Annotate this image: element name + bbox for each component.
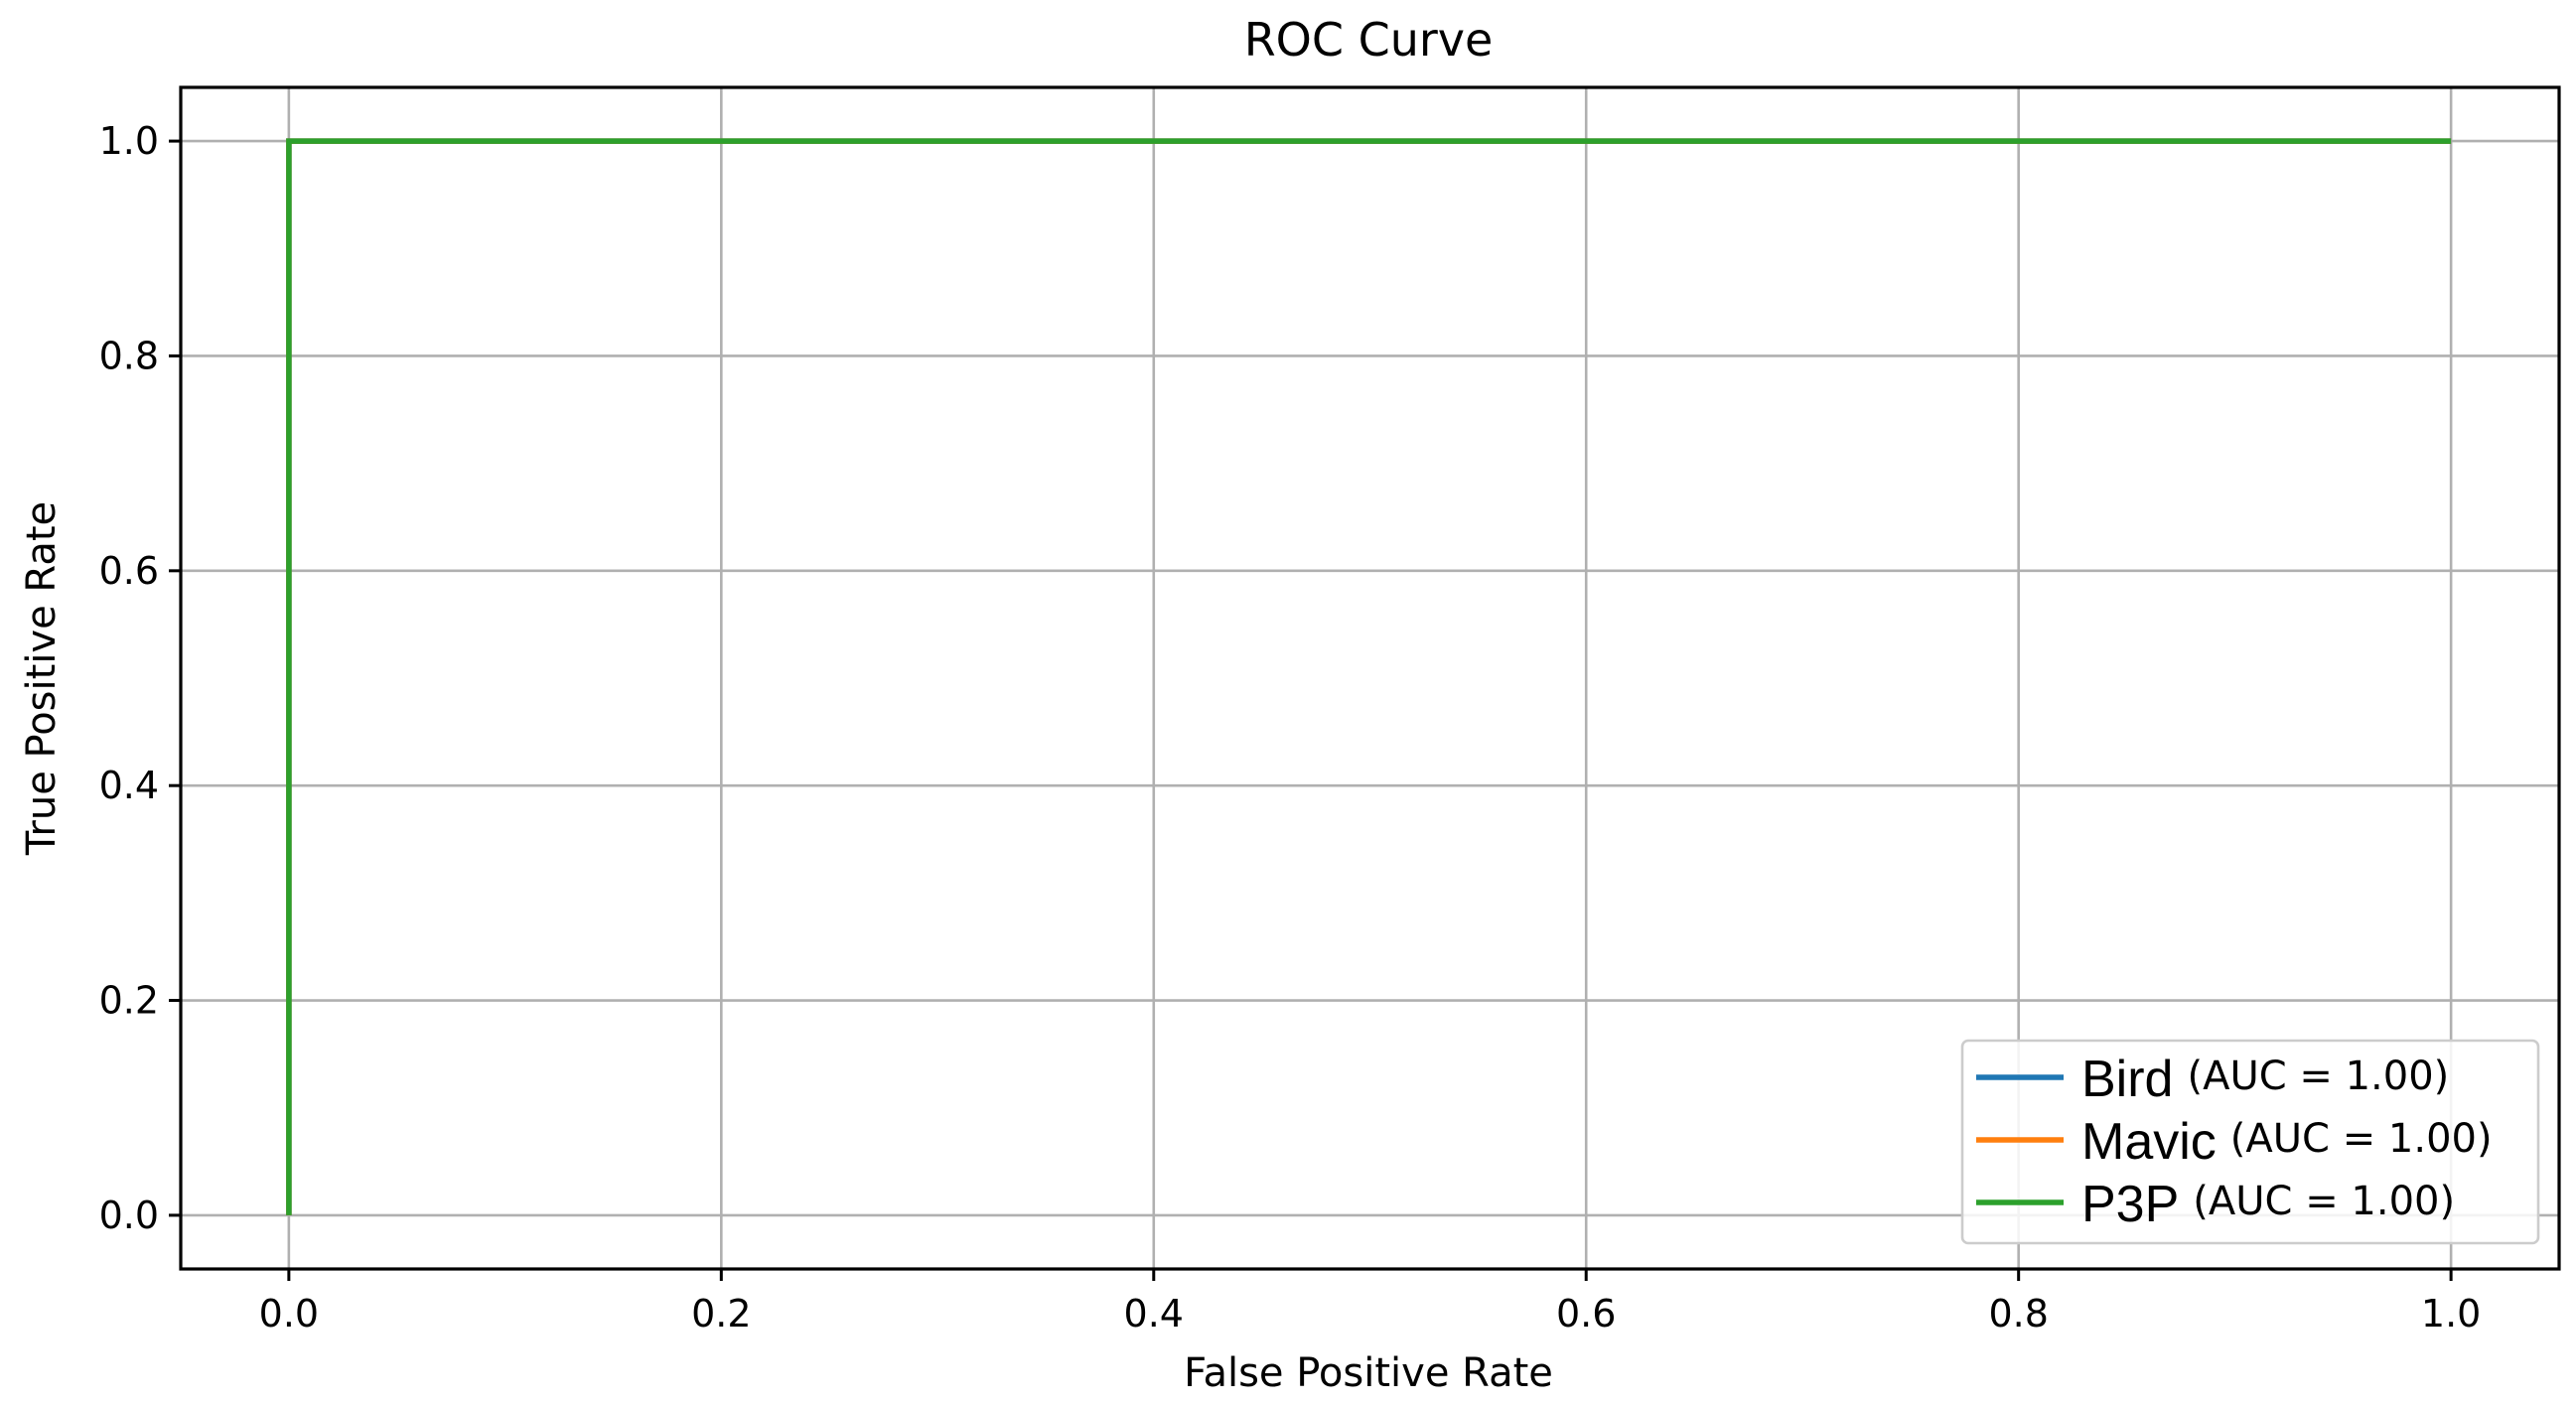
y-tick-label: 0.8 [99, 334, 159, 377]
axis-ticks: 0.0 0.2 0.4 0.6 0.8 1.0 0.0 0.2 0.4 0.6 0.8 1.0 [99, 119, 2482, 1336]
y-tick-label: 0.4 [99, 764, 159, 807]
y-axis-label: True Positive Rate [19, 501, 65, 856]
chart-title: ROC Curve [1244, 13, 1494, 67]
legend-label-bird: Bird [2081, 1051, 2173, 1108]
legend: Bird (AUC = 1.00) Mavic (AUC = 1.00) P3P (AUC… [1960, 1039, 2540, 1245]
x-tick-label: 0.0 [259, 1292, 319, 1336]
y-tick-label: 0.2 [99, 979, 159, 1023]
x-tick-label: 0.8 [1988, 1292, 2048, 1336]
legend-label-p3p: P3P [2081, 1176, 2179, 1233]
legend-auc-p3p: (AUC = 1.00) [2193, 1179, 2455, 1224]
x-tick-label: 0.4 [1124, 1292, 1184, 1336]
legend-auc-mavic: (AUC = 1.00) [2230, 1116, 2493, 1162]
series-line-p3p [286, 138, 2452, 1215]
x-tick-label: 0.6 [1556, 1292, 1616, 1336]
plot-frame [179, 85, 2561, 1271]
x-tick-label: 1.0 [2421, 1292, 2481, 1336]
y-tick-label: 0.0 [99, 1194, 159, 1237]
legend-frame [1960, 1039, 2540, 1245]
x-tick-label: 0.2 [691, 1292, 751, 1336]
y-tick-label: 1.0 [99, 119, 159, 163]
series-lines [286, 138, 2452, 1215]
y-tick-label: 0.6 [99, 549, 159, 593]
x-axis-label: False Positive Rate [1184, 1350, 1553, 1396]
legend-label-mavic: Mavic [2081, 1113, 2217, 1171]
legend-auc-bird: (AUC = 1.00) [2187, 1054, 2449, 1099]
